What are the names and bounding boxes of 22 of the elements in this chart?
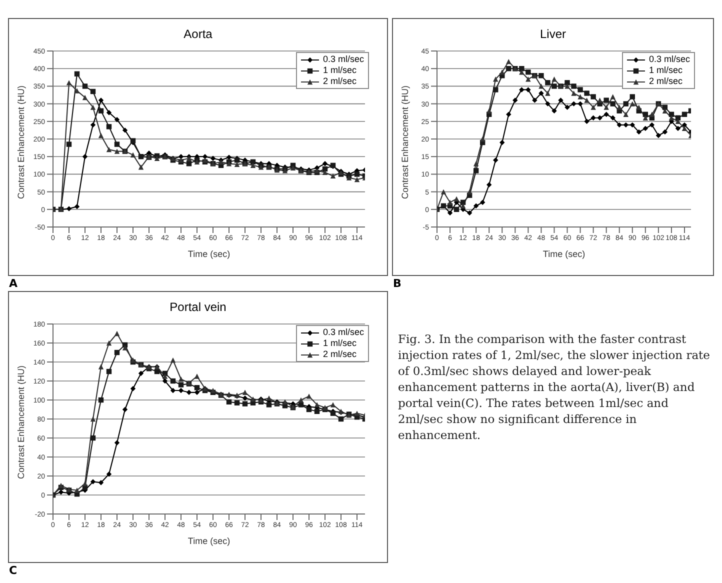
- x-axis-title: Time (sec): [188, 249, 230, 259]
- y-axis-title: Contrast Enhancement (HU): [16, 85, 26, 199]
- text: B: [393, 277, 402, 290]
- text: A: [9, 277, 18, 290]
- y-axis-title: Contrast Enhancement (HU): [400, 85, 410, 199]
- caption: Fig. 3. In the comparison with the faster contrast injection rates of 1, 2ml/sec, the slower injection rate of 0.3ml/sec shows delayed and lower-peak enhancement patterns in the aorta(A), liver(B) and portal vein(C). The rates between 1ml/sec and 2ml/sec show no significant difference in enhancement.: [398, 331, 711, 443]
- chart-title: Portal vein: [168, 300, 228, 316]
- legend-label: 0.3 ml/sec: [648, 54, 690, 65]
- chart-title: Liver: [538, 27, 567, 43]
- legend-label: 1 ml/sec: [648, 65, 682, 76]
- legend-label: 0.3 ml/sec: [322, 54, 364, 65]
- legend-label: 2 ml/sec: [648, 76, 682, 87]
- legend-label: 2 ml/sec: [322, 76, 356, 87]
- chart-title: Aorta: [182, 27, 214, 43]
- x-axis-title: Time (sec): [542, 249, 586, 259]
- legend-label: 1 ml/sec: [322, 65, 356, 76]
- text: C: [9, 564, 18, 577]
- x-axis-title: Time (sec): [188, 536, 230, 546]
- y-axis-title: Contrast Enhancement (HU): [16, 365, 26, 479]
- legend-label: 0.3 ml/sec: [322, 327, 364, 338]
- legend-label: 2 ml/sec: [322, 349, 356, 360]
- legend-label: 1 ml/sec: [322, 338, 356, 349]
